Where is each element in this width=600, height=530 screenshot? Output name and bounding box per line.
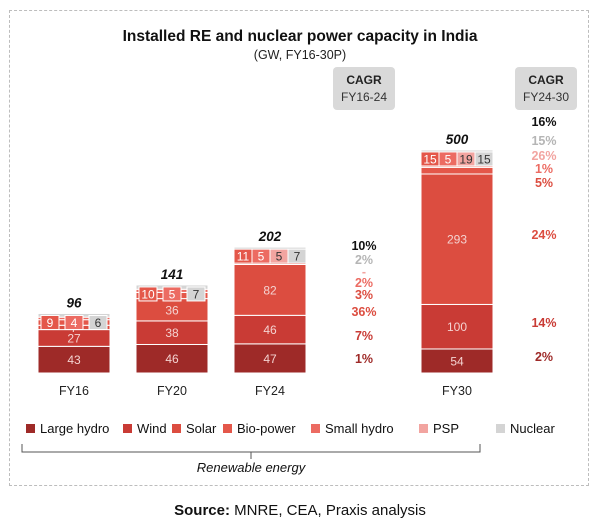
cagr-fy16-24-value: 2%: [355, 253, 373, 267]
segment-label-box: [287, 248, 307, 264]
segment-label: 10: [141, 287, 155, 301]
cagr-fy24-30-value: 5%: [535, 176, 553, 190]
segment-label: 6: [95, 316, 102, 330]
segment-label: 7: [294, 250, 301, 264]
cagr-fy16-24-value: 36%: [351, 305, 376, 319]
bar-segment-bio-power-fy30: [420, 166, 494, 175]
segment-label: 100: [447, 320, 467, 334]
segment-label-box: [64, 314, 84, 330]
cagr-header-box: [333, 67, 395, 110]
segment-label: 19: [459, 152, 473, 166]
cagr-header-period: FY16-24: [341, 90, 387, 104]
segment-label: 5: [445, 152, 452, 166]
bar-segment-large-hydro-fy30: [420, 348, 494, 374]
cagr-fy16-24-value: 3%: [355, 288, 373, 302]
segment-label: 36: [165, 303, 179, 317]
x-tick-label: FY30: [442, 384, 472, 398]
legend-label: PSP: [433, 421, 459, 436]
segment-label: 5: [276, 250, 283, 264]
segment-label: 11: [237, 250, 250, 264]
segment-label: 46: [165, 352, 179, 366]
source-note: Source: MNRE, CEA, Praxis analysis: [0, 502, 600, 519]
legend-label: Bio-power: [237, 421, 296, 436]
legend-swatch-bio-power: [223, 424, 232, 433]
legend-swatch-small-hydro: [311, 424, 320, 433]
legend-swatch-solar: [172, 424, 181, 433]
legend-swatch-psp: [419, 424, 428, 433]
renewable-bracket: [21, 444, 481, 453]
legend-swatch-large-hydro: [26, 424, 35, 433]
chart-subtitle: (GW, FY16-30P): [254, 48, 346, 62]
bar-total: 202: [258, 229, 282, 244]
segment-label: 9: [47, 316, 54, 330]
legend-swatch-nuclear: [496, 424, 505, 433]
segment-label: 15: [477, 152, 491, 166]
chart: Installed RE and nuclear power capacity …: [21, 28, 577, 475]
x-tick-label: FY24: [255, 384, 285, 398]
cagr-header-title: CAGR: [528, 73, 564, 87]
source-label: Source:: [174, 502, 230, 519]
segment-label: 7: [193, 287, 200, 301]
bar-total: 500: [446, 132, 469, 147]
source-text: MNRE, CEA, Praxis analysis: [229, 502, 426, 519]
bar-segment-wind-fy24: [233, 314, 307, 345]
segment-label-box: [474, 151, 494, 167]
cagr-header-period: FY24-30: [523, 90, 569, 104]
segment-label: 82: [263, 283, 277, 297]
cagr-fy24-30-value: 16%: [531, 115, 556, 129]
segment-label: 293: [447, 233, 467, 247]
bar-segment-wind-fy30: [420, 303, 494, 350]
legend-label: Large hydro: [40, 421, 109, 436]
legend-label: Small hydro: [325, 421, 394, 436]
bar-total: 96: [66, 295, 82, 310]
cagr-fy24-30-value: 15%: [531, 134, 556, 148]
cagr-header-title: CAGR: [346, 73, 382, 87]
bar-segment-large-hydro-fy24: [233, 343, 307, 374]
legend-label: Solar: [186, 421, 217, 436]
x-tick-label: FY20: [157, 384, 187, 398]
segment-label: 54: [450, 354, 464, 368]
segment-label-box: [186, 286, 206, 302]
legend-label: Wind: [137, 421, 167, 436]
legend-label: Nuclear: [510, 421, 555, 436]
segment-label: 27: [67, 331, 81, 345]
x-tick-label: FY16: [59, 384, 89, 398]
bar-total: 141: [161, 267, 184, 282]
cagr-fy16-24-value: 10%: [351, 239, 376, 253]
segment-label: 47: [263, 352, 277, 366]
cagr-fy24-30-value: 14%: [531, 316, 556, 330]
cagr-fy16-24-value: 2%: [355, 276, 373, 290]
bar-segment-solar-fy24: [233, 264, 307, 316]
segment-label-box: [138, 286, 158, 302]
cagr-fy24-30-value: 2%: [535, 350, 553, 364]
bracket-label: Renewable energy: [197, 460, 307, 475]
cagr-fy24-30-value: 1%: [535, 162, 553, 176]
segment-label-box: [88, 314, 108, 330]
segment-label-box: [40, 314, 60, 330]
segment-label: 43: [67, 353, 81, 367]
cagr-fy16-24-value: 1%: [355, 352, 373, 366]
segment-label: 38: [165, 326, 179, 340]
segment-label: 46: [263, 323, 277, 337]
cagr-fy16-24-value: 7%: [355, 329, 373, 343]
segment-label: 15: [423, 152, 437, 166]
segment-label: 5: [169, 287, 176, 301]
legend-swatch-wind: [123, 424, 132, 433]
segment-label: 5: [258, 250, 265, 264]
chart-frame: [9, 10, 589, 486]
segment-label-box: [162, 286, 182, 302]
cagr-fy16-24-value: -: [362, 265, 366, 279]
cagr-fy24-30-value: 24%: [531, 228, 556, 242]
segment-label: 4: [71, 316, 78, 330]
cagr-header-box: [515, 67, 577, 110]
chart-title: Installed RE and nuclear power capacity …: [123, 28, 478, 45]
cagr-fy24-30-value: 26%: [531, 149, 556, 163]
